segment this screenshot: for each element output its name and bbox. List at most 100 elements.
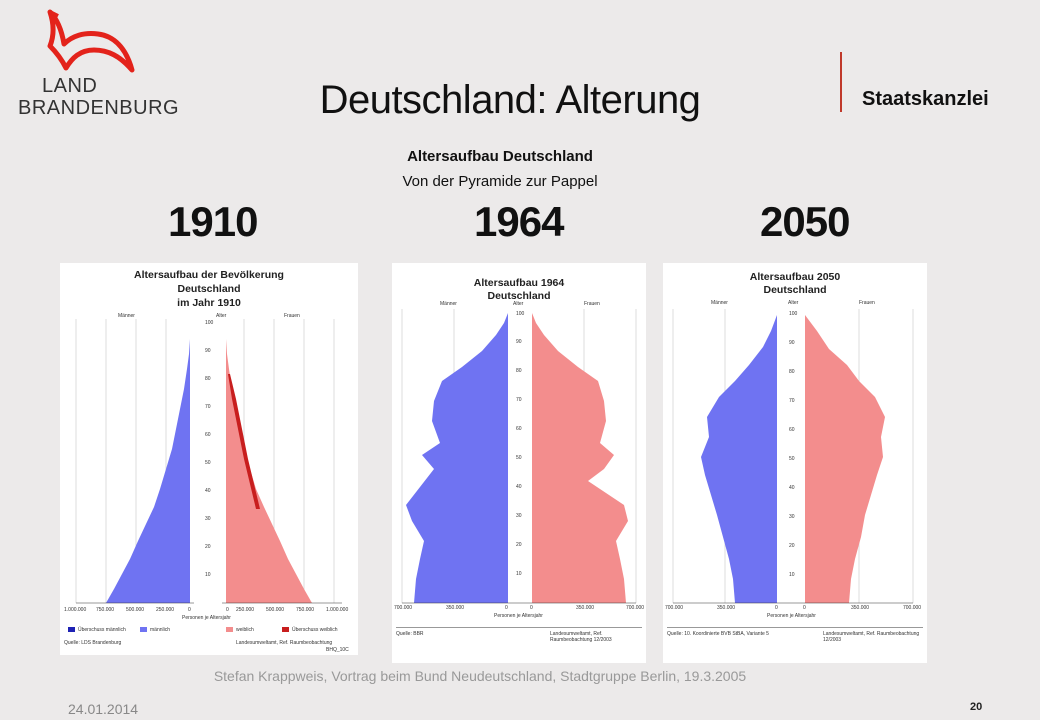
panel-divider [667,627,923,628]
x-tick: 700.000 [626,605,645,611]
age-tick: 80 [789,369,795,375]
age-tick: 50 [516,455,522,461]
age-tick: 90 [789,340,795,346]
x-tick: 350.000 [576,605,595,611]
credit-note: Landesumweltamt, Ref. Raumbeobachtung 12… [550,631,612,643]
legend-swatch-female [226,627,233,632]
panel-title-line1: Altersaufbau der Bevölkerung [134,269,284,281]
x-tick: 250.000 [156,607,175,613]
panel-divider [396,627,642,628]
men-label: Männer [118,313,135,319]
legend-female: weiblich [236,627,254,633]
x-tick: 250.000 [236,607,255,613]
age-label: Alter [513,301,524,307]
age-tick: 10 [789,572,795,578]
age-tick: 50 [205,460,211,466]
x-tick: 500.000 [266,607,285,613]
logo-line1: LAND [42,75,98,97]
age-tick: 90 [205,348,211,354]
page-title: Deutschland: Alterung [319,78,701,122]
age-tick: 20 [789,543,795,549]
age-tick: 10 [516,571,522,577]
x-tick: 700.000 [394,605,413,611]
age-tick: 40 [205,488,211,494]
legend-surplus-male: Überschuss männlich [78,627,126,633]
age-label: Alter [788,300,799,306]
source-note: Quelle: 10. Koordinierte BVB StBA, Varia… [667,631,769,637]
age-tick: 40 [789,485,795,491]
x-axis-label: Personen je Altersjahr [182,615,231,621]
age-tick: 60 [789,427,795,433]
x-tick: 750.000 [296,607,315,613]
x-tick: 0 [530,605,533,611]
header-divider [840,52,842,112]
logo: LAND BRANDENBURG [18,6,179,118]
x-tick: 350.000 [717,605,736,611]
x-tick: 0 [505,605,508,611]
panel-title-line3: im Jahr 1910 [177,297,241,309]
age-tick: 30 [516,513,522,519]
x-tick: 350.000 [851,605,870,611]
x-tick: 500.000 [126,607,145,613]
x-tick: 0 [226,607,229,613]
panel-title-line1: Altersaufbau 2050 [749,271,841,283]
x-tick: 750.000 [96,607,115,613]
page-number: 20 [970,701,983,713]
age-tick: 100 [516,311,525,317]
x-tick: 0 [188,607,191,613]
legend-swatch-surplus-male [68,627,75,632]
legend-swatch-surplus-female [282,627,289,632]
age-tick: 100 [789,311,798,317]
age-tick: 50 [789,456,795,462]
x-tick: 350.000 [446,605,465,611]
code-note: BHQ_10C [326,647,349,653]
credit-note: Landesumweltamt, Ref. Raumbeobachtung [236,640,333,646]
source-note: Quelle: BBR [396,631,424,637]
age-tick: 40 [516,484,522,490]
panel-title-line2: Deutschland [177,283,241,295]
women-label: Frauen [284,313,300,319]
credit-note: Landesumweltamt, Ref. Raumbeobachtung 12… [823,631,920,643]
year-label-1910: 1910 [168,198,258,245]
legend-swatch-male [140,627,147,632]
year-label-1964: 1964 [474,198,564,245]
pyramid-chart-2050 [672,309,914,604]
age-tick: 90 [516,339,522,345]
panel-title-line2: Deutschland [487,290,551,302]
women-label: Frauen [859,300,875,306]
age-tick: 80 [516,368,522,374]
pyramid-panel-1964: Altersaufbau 1964 Deutschland Männer Alt… [392,263,646,663]
source-note: Quelle: LDS Brandenburg [64,640,122,646]
age-tick: 30 [789,514,795,520]
age-tick: 30 [205,516,211,522]
men-label: Männer [711,300,728,306]
x-tick: 1.000.000 [64,607,87,613]
age-tick: 60 [205,432,211,438]
pyramid-chart-1910 [75,319,342,604]
x-axis-label: Personen je Altersjahr [767,613,816,619]
logo-line2: BRANDENBURG [18,97,180,119]
x-tick: 0 [803,605,806,611]
footer-date: 24.01.2014 [68,701,139,717]
pyramid-panel-1910: Altersaufbau der Bevölkerung Deutschland… [60,263,358,655]
age-tick: 70 [516,397,522,403]
age-tick: 70 [789,398,795,404]
age-tick: 10 [205,572,211,578]
pyramid-chart-1964 [401,309,637,604]
pyramid-panel-2050: Altersaufbau 2050 Deutschland Männer Alt… [663,263,927,663]
panel-title-line1: Altersaufbau 1964 [473,277,565,289]
age-tick: 70 [205,404,211,410]
age-label: Alter [216,313,227,319]
department-label: Staatskanzlei [862,88,989,110]
age-tick: 20 [516,542,522,548]
chart-heading: Altersaufbau Deutschland [407,148,593,165]
legend-surplus-female: Überschuss weiblich [292,627,338,633]
x-axis-label: Personen je Altersjahr [494,613,543,619]
women-label: Frauen [584,301,600,307]
age-tick: 100 [205,320,214,326]
x-tick: 700.000 [903,605,922,611]
eagle-icon [47,9,135,73]
chart-subheading: Von der Pyramide zur Pappel [402,173,598,190]
age-tick: 80 [205,376,211,382]
men-label: Männer [440,301,457,307]
